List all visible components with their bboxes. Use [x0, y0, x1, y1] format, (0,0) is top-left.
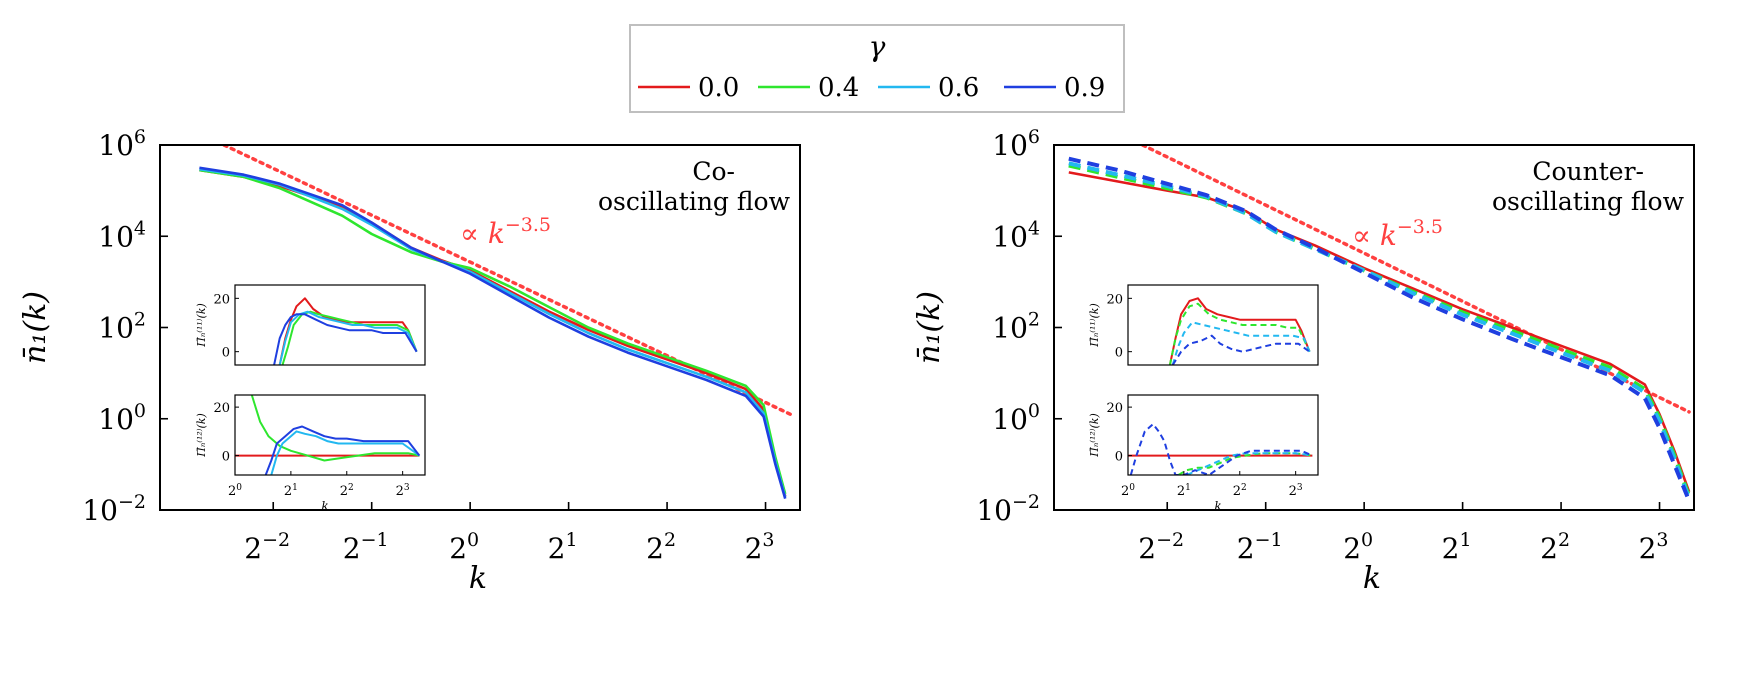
x-tick-label: 22 — [646, 529, 676, 565]
chart-inset-right-bottom: 0 20 20 21 22 23 k Π̄ₙ⁽¹²⁾(k) — [1088, 394, 1319, 513]
inset-series-line-gamma-0.4 — [281, 310, 418, 365]
inset-background — [235, 395, 425, 475]
x-tick-label: 23 — [1639, 529, 1669, 565]
y-tick-label: 106 — [992, 126, 1040, 162]
inset-y-tick-label: 20 — [1106, 401, 1123, 416]
y-axis-label: n̄₁(k) — [912, 291, 947, 364]
inset-background — [1128, 395, 1318, 475]
y-tick-label: 106 — [98, 126, 146, 162]
inset-y-axis-label: Π̄ₙ⁽¹¹⁾(k) — [1088, 303, 1101, 348]
inset-y-tick-label: 0 — [1115, 450, 1123, 465]
series-line-gamma-0.9 — [199, 166, 787, 499]
y-tick-label: 100 — [992, 400, 1040, 436]
flow-annotation-line: Co- — [692, 157, 735, 186]
inset-series-line-gamma-0.9 — [264, 425, 421, 475]
y-tick-label: 100 — [98, 400, 146, 436]
legend: γ 0.0 0.4 0.6 0.9 — [629, 24, 1125, 113]
y-tick-label: 10−2 — [82, 491, 146, 527]
inset-background — [1128, 285, 1318, 365]
y-tick-label: 102 — [98, 309, 146, 345]
x-axis-label: k — [1363, 561, 1381, 596]
y-tick-label: 104 — [992, 217, 1040, 253]
series-line-gamma-0.4 — [199, 168, 787, 495]
inset-y-tick-label: 0 — [222, 450, 230, 465]
inset-x-tick-label: 21 — [284, 483, 298, 499]
reference-slope-label: ∝ k−3.5 — [1352, 216, 1443, 252]
chart-main-right: 2−2 2−1 20 21 22 23 10−2 100 102 104 106 k n̄₁(k) Cou… — [912, 126, 1695, 596]
series-line-gamma-0.9 — [1068, 156, 1691, 502]
inset-frame — [1127, 284, 1319, 366]
inset-x-tick-label: 20 — [1121, 483, 1135, 499]
legend-title: γ — [869, 30, 886, 63]
inset-x-axis-label: k — [321, 499, 328, 513]
inset-frame — [234, 284, 426, 366]
inset-series-line-gamma-0.9 — [1129, 423, 1313, 475]
inset-y-axis-label: Π̄ₙ⁽¹¹⁾(k) — [195, 303, 208, 348]
inset-y-tick-label: 20 — [213, 401, 230, 416]
inset-y-axis-label: Π̄ₙ⁽¹²⁾(k) — [195, 413, 208, 458]
inset-y-tick-label: 0 — [222, 346, 230, 361]
x-tick-label: 22 — [1540, 529, 1570, 565]
flow-annotation-line: Counter- — [1532, 157, 1644, 186]
x-tick-label: 2−2 — [244, 529, 290, 565]
inset-x-tick-label: 23 — [1289, 483, 1303, 499]
legend-frame — [629, 24, 1125, 113]
x-tick-label: 2−1 — [343, 529, 389, 565]
inset-series-line-gamma-0.9 — [273, 313, 418, 365]
chart-inset-left-bottom: 0 20 20 21 22 23 k Π̄ₙ⁽¹²⁾(k) — [195, 394, 426, 513]
inset-x-tick-label: 21 — [1177, 483, 1191, 499]
reference-slope-label: ∝ k−3.5 — [460, 214, 551, 250]
y-tick-label: 10−2 — [976, 491, 1040, 527]
inset-frame — [1127, 394, 1319, 476]
legend-label-gamma-0.4: 0.4 — [818, 73, 859, 103]
inset-series-line-gamma-0.0 — [1168, 297, 1311, 365]
x-tick-label: 21 — [1442, 529, 1472, 565]
legend-label-gamma-0.6: 0.6 — [938, 73, 979, 103]
series-line-gamma-0.0 — [199, 168, 787, 497]
inset-series-line-gamma-0.9 — [1171, 334, 1311, 365]
series-line-gamma-0.6 — [199, 167, 787, 498]
y-tick-label: 102 — [992, 309, 1040, 345]
inset-series-line-gamma-0.6 — [1171, 321, 1311, 365]
x-tick-label: 20 — [1343, 529, 1373, 565]
flow-annotation-line: oscillating flow — [1492, 187, 1685, 216]
x-axis-label: k — [469, 561, 487, 596]
legend-label-gamma-0.0: 0.0 — [698, 73, 739, 103]
inset-x-axis-label: k — [1214, 499, 1221, 513]
reference-slope-line — [1140, 145, 1691, 414]
inset-series-line-gamma-0.6 — [270, 430, 420, 475]
x-tick-label: 23 — [745, 529, 775, 565]
chart-inset-left-top: 0 20 Π̄ₙ⁽¹¹⁾(k) — [195, 284, 426, 366]
inset-series-line-gamma-0.0 — [278, 297, 418, 365]
inset-series-line-gamma-0.6 — [278, 310, 418, 365]
inset-y-axis-label: Π̄ₙ⁽¹²⁾(k) — [1088, 413, 1101, 458]
y-tick-label: 104 — [98, 217, 146, 253]
inset-y-tick-label: 20 — [213, 292, 230, 307]
x-tick-label: 20 — [449, 529, 479, 565]
x-tick-label: 2−1 — [1237, 529, 1283, 565]
flow-annotation-line: oscillating flow — [598, 187, 791, 216]
y-axis-label: n̄₁(k) — [18, 291, 53, 364]
x-tick-label: 21 — [548, 529, 578, 565]
chart-main-left: 2−2 2−1 20 21 22 23 10−2 100 102 104 106 k n̄₁(k) Co-… — [18, 126, 801, 596]
inset-series-line-gamma-0.4 — [1168, 302, 1311, 365]
inset-x-tick-label: 20 — [228, 483, 242, 499]
inset-frame — [234, 394, 426, 476]
inset-x-tick-label: 22 — [1233, 483, 1247, 499]
inset-x-tick-label: 23 — [396, 483, 410, 499]
inset-x-tick-label: 22 — [340, 483, 354, 499]
series-line-gamma-0.6 — [1068, 161, 1691, 500]
inset-series-line-gamma-0.4 — [250, 395, 420, 462]
legend-label-gamma-0.9: 0.9 — [1064, 73, 1105, 103]
inset-y-tick-label: 0 — [1115, 346, 1123, 361]
chart-inset-right-top: 0 20 Π̄ₙ⁽¹¹⁾(k) — [1088, 284, 1319, 366]
x-tick-label: 2−2 — [1138, 529, 1184, 565]
inset-y-tick-label: 20 — [1106, 292, 1123, 307]
